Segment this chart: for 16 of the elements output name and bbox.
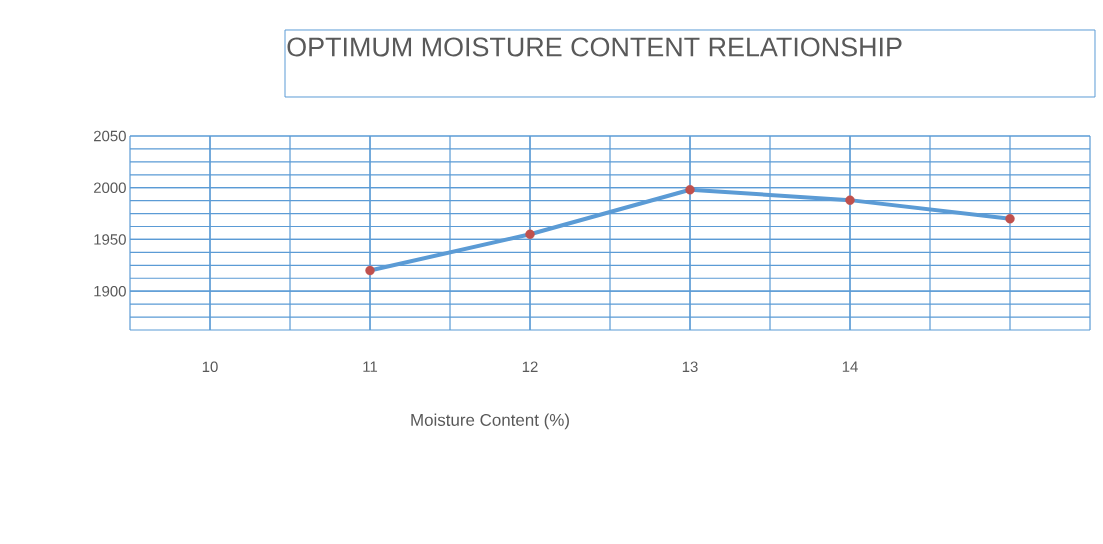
point (365, 265, 375, 276)
x-tick-label: 14 (842, 361, 858, 372)
y-tick-label: 2000 (94, 182, 126, 193)
x-tick-label: 13 (682, 361, 698, 373)
y-tick-label: 2050 (94, 130, 126, 142)
chart-title: OPTIMUM MOISTURE CONTENT RELATIONSHIP (287, 37, 902, 57)
y-tick-label: 1900 (94, 285, 126, 297)
x-axis-title: Moisture Content (%) (411, 413, 569, 430)
x-tick-label: 10 (202, 361, 218, 373)
x-tick-label: 11 (363, 361, 378, 372)
x-tick-label: 12 (522, 361, 538, 372)
point (845, 195, 855, 205)
point (525, 229, 535, 239)
y-tick-label: 1950 (94, 234, 126, 245)
point (685, 185, 695, 195)
point (1005, 214, 1015, 224)
